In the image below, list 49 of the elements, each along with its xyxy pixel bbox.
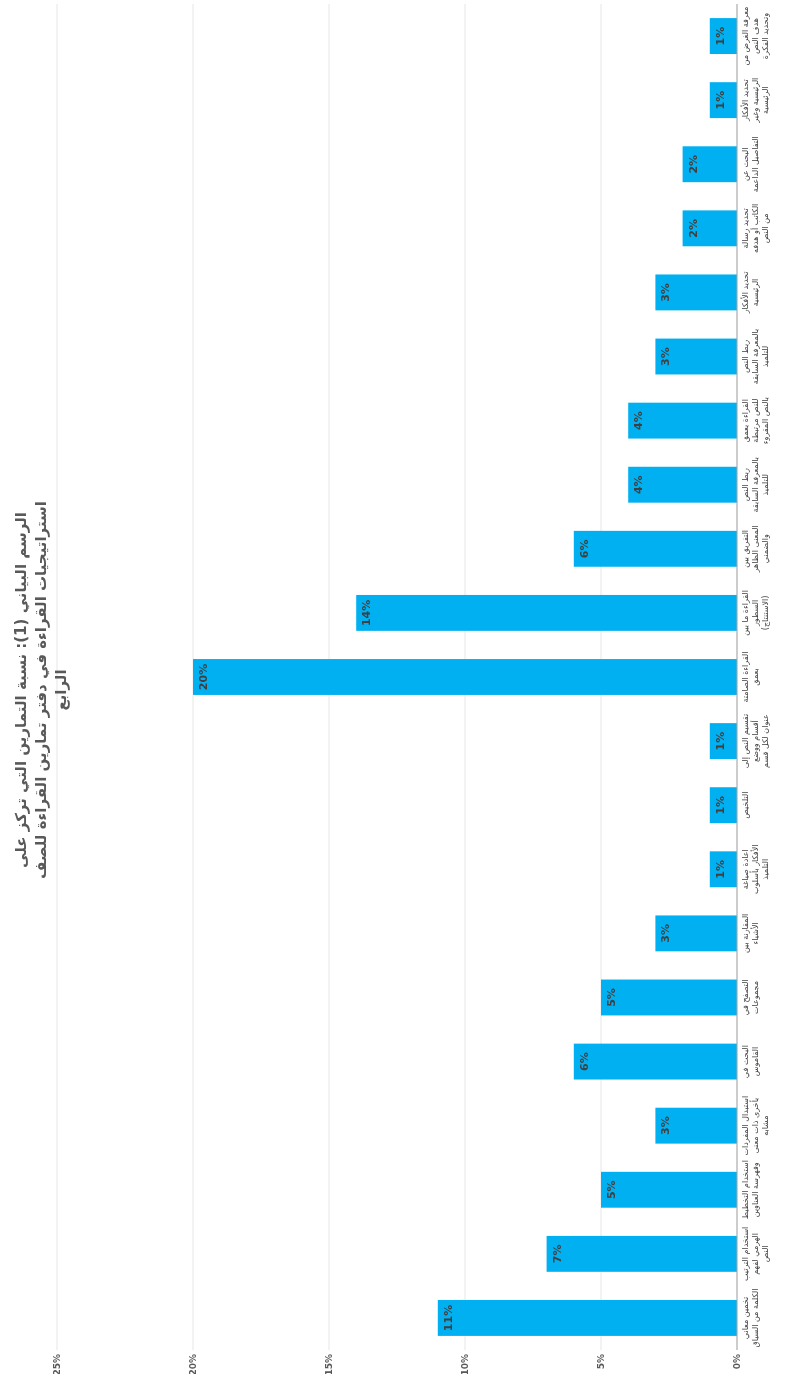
data-label: 1% [713, 795, 727, 815]
category-label: استخدام التخطيط وفهرسة العناوين [741, 1160, 760, 1220]
data-label: 11% [441, 1304, 455, 1332]
tick-label: 20% [187, 1354, 198, 1374]
category-label: اعادة صياغة الأفكار بأسلوب التلميذ [741, 844, 770, 895]
category-label: تخمين معاني الكلمة من السياق [741, 1288, 760, 1348]
category-label: التصفح في مجموعات [741, 979, 760, 1016]
data-label: 6% [577, 539, 591, 559]
tick-label: 25% [51, 1354, 62, 1374]
tick-label: 5% [595, 1354, 606, 1370]
tick-label: 15% [323, 1354, 334, 1374]
category-label: البحث في القاموس [741, 1045, 760, 1079]
data-label: 3% [659, 1116, 673, 1135]
data-label: 3% [659, 283, 673, 302]
title: الرسم البياني (1): نسبة التمارين التي تركز على استراتيجيات القراءة في دفتر تمارين القراءة للصف الرابع [12, 501, 70, 879]
data-label: 1% [713, 26, 727, 46]
category-label: البحث عن التفاصيل الداعمة [741, 136, 760, 193]
category-label: التلخيص [741, 791, 750, 819]
category-label: تحديد الأفكار الرئيسية وغير الرئيسية [741, 77, 770, 123]
category-label: القراءة ما بين السطور (الاستنتاج) [741, 590, 770, 636]
tick-label: 0% [731, 1354, 742, 1370]
data-label: 4% [632, 475, 646, 495]
category-label: تحديد رسالة الكاتب أو هدفه من النص [741, 203, 770, 253]
category-label: القراءة الصامتة بعمق [741, 651, 760, 703]
category-label: القراءة بعمق للنص مرتبطة بالنص المقروء [741, 397, 770, 445]
data-label: 20% [197, 663, 210, 691]
data-label: 4% [632, 411, 646, 430]
data-label: 6% [577, 1052, 591, 1071]
data-label: 2% [686, 154, 700, 174]
category-label: معرفة الغرض من هدف النص وتحديد الفكرة [741, 6, 770, 66]
data-label: 1% [713, 90, 727, 110]
data-label: 14% [360, 599, 374, 627]
category-label: التفريق بين المعنى الظاهر والضمني [741, 525, 770, 573]
data-label: 5% [605, 1180, 618, 1200]
data-label: 5% [605, 988, 618, 1007]
data-label: 3% [659, 347, 673, 366]
data-label: 1% [713, 731, 727, 751]
data-label: 7% [550, 1244, 564, 1264]
tick-label: 10% [459, 1354, 470, 1374]
data-label: 2% [686, 219, 700, 238]
data-label: 1% [713, 859, 727, 879]
category-label: ربط النص بالمعرفة السابقة للتلميذ [741, 457, 770, 513]
category-label: استخدام الترتيب الهرمي لفهم النص [741, 1226, 770, 1282]
category-label: تحديد الأفكار الرئيسية [741, 271, 760, 314]
category-label: ربط النص بالمعرفة السابقة للتلميذ [741, 328, 770, 385]
category-label: استبدال المفردات بأخرى ذات معنى مشابه [741, 1095, 770, 1156]
data-label: 3% [659, 924, 673, 943]
category-label: تقسيم النص إلى أقسام ووضع عنوان لكل قسم [741, 713, 770, 769]
category-label: المقارنة بين الأشياء [741, 913, 760, 954]
